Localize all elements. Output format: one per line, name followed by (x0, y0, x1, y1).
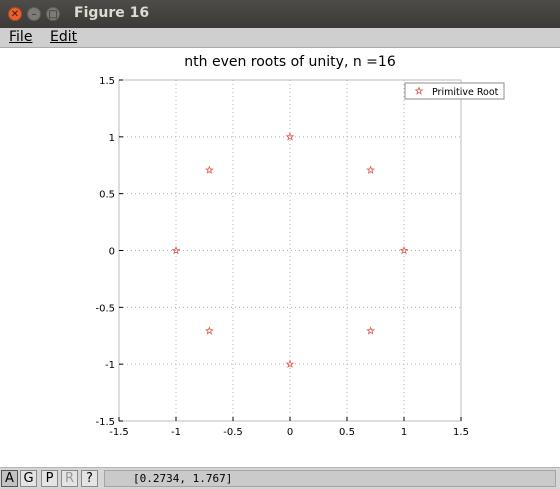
menu-edit[interactable]: Edit (50, 28, 77, 47)
window-title: Figure 16 (74, 5, 150, 21)
x-tick-label: -1 (171, 427, 181, 438)
minimize-icon: – (31, 9, 37, 20)
y-tick-label: 1 (109, 133, 115, 144)
y-tick-label: 0 (109, 247, 115, 258)
x-tick-label: -0.5 (223, 427, 243, 438)
data-point (285, 359, 295, 368)
data-point (366, 326, 376, 335)
close-icon: ✕ (10, 9, 20, 20)
data-point (285, 132, 295, 141)
x-tick-label: -1.5 (109, 427, 129, 438)
x-tick-label: 1 (401, 427, 407, 438)
y-tick-label: 0.5 (99, 190, 115, 201)
y-tick-label: -1 (105, 360, 115, 371)
window-titlebar: ✕ – □ Figure 16 (0, 0, 560, 28)
figure-canvas[interactable]: nth even roots of unity, n =16 -1.5 -1 -0.5… (0, 47, 560, 467)
menu-file[interactable]: File (9, 28, 32, 47)
menu-file-label: File (9, 29, 33, 45)
plot-area (118, 79, 462, 422)
data-point (171, 245, 181, 255)
chart-title: nth even roots of unity, n =16 (184, 54, 396, 70)
x-tick-label: 0.5 (339, 427, 355, 438)
status-bar: A G P R ? [0.2734, 1.767] (0, 467, 560, 489)
data-point (399, 245, 409, 255)
legend-box (404, 82, 505, 100)
maximize-window-button[interactable]: □ (46, 7, 60, 21)
data-point (366, 165, 376, 174)
close-window-button[interactable]: ✕ (8, 7, 22, 21)
toolbar-help-button[interactable]: ? (81, 470, 98, 487)
menu-edit-label: Edit (50, 29, 78, 45)
menu-bar: File Edit (0, 28, 560, 48)
maximize-icon: □ (48, 9, 58, 20)
y-tick-label: -0.5 (95, 303, 115, 314)
toolbar-grid-button[interactable]: G (20, 470, 37, 487)
toolbar-autoscale-button[interactable]: A (1, 470, 18, 487)
legend-marker (414, 86, 424, 95)
x-tick-label: 1.5 (453, 427, 469, 438)
data-point (204, 165, 214, 174)
coordinate-readout: [0.2734, 1.767] (104, 470, 556, 487)
minimize-window-button[interactable]: – (27, 7, 41, 21)
toolbar-rotate-button[interactable]: R (61, 470, 78, 487)
y-tick-label: -1.5 (95, 417, 115, 428)
data-point (204, 326, 214, 335)
legend-label: Primitive Root (432, 87, 499, 98)
y-tick-label: 1.5 (99, 76, 115, 87)
x-tick-label: 0 (287, 427, 293, 438)
toolbar-pan-button[interactable]: P (41, 470, 58, 487)
